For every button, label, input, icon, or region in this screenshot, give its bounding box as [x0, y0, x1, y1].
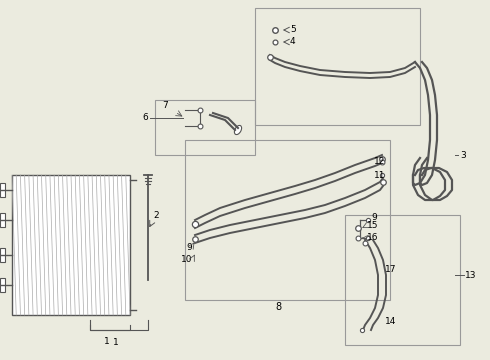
Ellipse shape — [234, 125, 242, 135]
Text: 4: 4 — [290, 37, 295, 46]
Text: 12: 12 — [374, 158, 385, 166]
Bar — [255, 8, 420, 125]
Text: 17: 17 — [385, 266, 396, 274]
Text: 14: 14 — [385, 318, 396, 327]
Bar — [345, 215, 460, 345]
Bar — [0, 248, 5, 262]
Text: 2: 2 — [153, 211, 159, 220]
Text: 13: 13 — [465, 270, 476, 279]
Text: 16: 16 — [367, 234, 378, 243]
Text: 11: 11 — [374, 171, 386, 180]
Text: 7: 7 — [162, 101, 168, 110]
Text: 1: 1 — [113, 338, 119, 347]
Text: 1: 1 — [104, 337, 110, 346]
Text: 10: 10 — [180, 256, 192, 265]
Text: 9: 9 — [371, 213, 377, 222]
Bar — [0, 183, 5, 197]
Bar — [0, 278, 5, 292]
Bar — [12, 175, 130, 315]
Text: 5: 5 — [290, 26, 296, 35]
Text: 3: 3 — [460, 150, 466, 159]
Text: 9: 9 — [186, 243, 192, 252]
Bar — [155, 100, 255, 155]
Bar — [0, 213, 5, 227]
Text: 15: 15 — [367, 220, 378, 230]
Text: 8: 8 — [275, 302, 281, 312]
Text: 6: 6 — [142, 113, 148, 122]
Bar — [185, 140, 390, 300]
